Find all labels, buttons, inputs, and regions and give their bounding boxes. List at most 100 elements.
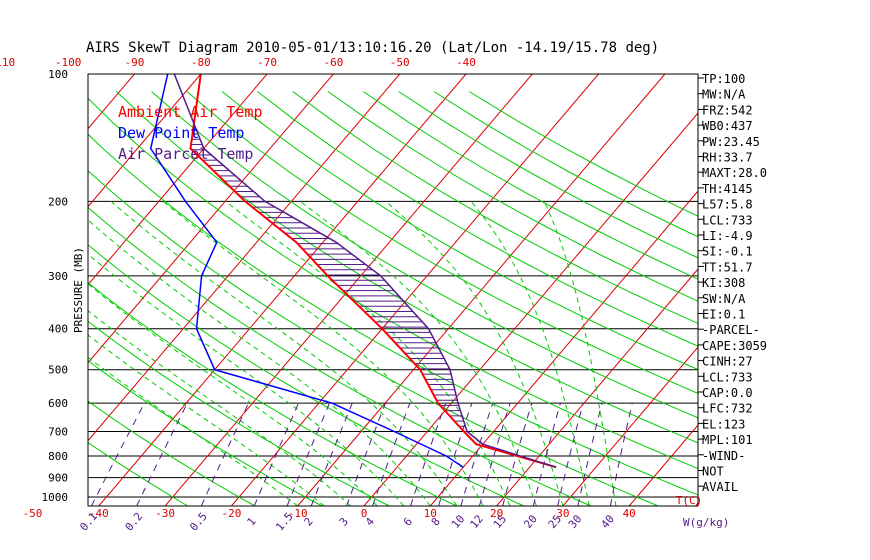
top-temp-tick-label: -70 xyxy=(257,56,277,69)
index-line: MAXT:28.0 xyxy=(702,166,767,180)
series-line xyxy=(173,74,557,468)
mixing-ratio-tick-label: 10 xyxy=(449,512,467,531)
dry-adiabat-line xyxy=(88,170,659,506)
temp-tick-label: 20 xyxy=(490,507,503,520)
moist-adiabat-line xyxy=(88,253,405,506)
mixing-ratio-line xyxy=(90,402,145,506)
pressure-tick-label: 700 xyxy=(48,426,68,439)
temp-tick-label: -50 xyxy=(23,507,43,520)
top-temp-tick-label: -110 xyxy=(0,56,15,69)
index-line: LCL:733 xyxy=(702,370,753,384)
mixing-ratio-line xyxy=(557,403,584,506)
pressure-tick-label: 400 xyxy=(48,323,68,336)
mixing-ratio-tick-label: 20 xyxy=(521,512,539,531)
dry-adiabat-line xyxy=(186,91,698,394)
index-line: EL:123 xyxy=(702,417,745,431)
pressure-tick-label: 900 xyxy=(48,472,68,485)
dry-adiabat-line xyxy=(88,282,457,506)
index-line: MW:N/A xyxy=(702,88,746,102)
mixing-ratio-line xyxy=(438,403,473,506)
isotherm-line xyxy=(496,268,698,506)
series-line xyxy=(149,74,464,468)
pressure-tick-label: 600 xyxy=(48,397,68,410)
mixing-ratio-line xyxy=(310,403,353,506)
dry-adiabat-line xyxy=(433,91,698,238)
dry-adiabat-line xyxy=(88,320,390,506)
dry-adiabat-line xyxy=(363,91,698,280)
index-line: -PARCEL- xyxy=(702,323,760,337)
temp-tick-label: -40 xyxy=(89,507,109,520)
background-grid xyxy=(0,74,870,506)
mixing-ratio-line xyxy=(200,402,249,506)
pressure-tick-label: 800 xyxy=(48,450,68,463)
plot-frame xyxy=(87,73,699,507)
index-line: CAPE:3059 xyxy=(702,339,767,353)
y-axis-title: PRESSURE (MB) xyxy=(72,247,85,333)
series-lines xyxy=(149,74,557,469)
dry-adiabat-line xyxy=(257,91,698,347)
mixing-ratio-line xyxy=(460,403,494,506)
pressure-tick-label: 1000 xyxy=(42,491,69,504)
moist-adiabat-line xyxy=(88,219,431,506)
isotherm-line xyxy=(762,74,870,506)
isotherm-line xyxy=(88,74,268,286)
isotherm-line xyxy=(88,74,401,442)
pressure-tick-label: 200 xyxy=(48,195,68,208)
index-line: CAP:0.0 xyxy=(702,386,753,400)
index-line: FRZ:542 xyxy=(702,103,753,117)
series-line xyxy=(189,74,557,469)
mixing-ratio-tick-label: 12 xyxy=(468,512,486,531)
isotherm-line xyxy=(231,74,599,506)
index-line: MPL:101 xyxy=(702,433,753,447)
mixing-ratio-tick-label: 6 xyxy=(401,515,415,528)
index-line: SW:N/A xyxy=(702,292,746,306)
index-line: TH:4145 xyxy=(702,182,753,196)
index-line: NOT xyxy=(702,465,724,479)
index-line: SI:-0.1 xyxy=(702,245,753,259)
index-line: LI:-4.9 xyxy=(702,229,753,243)
temp-tick-label: -10 xyxy=(288,507,308,520)
dry-adiabat-line xyxy=(88,360,323,506)
dry-adiabat-line xyxy=(398,91,698,259)
isotherm-line xyxy=(88,74,202,208)
mixing-ratio-axis-title: W(g/kg) xyxy=(683,516,729,529)
top-temp-tick-label: -100 xyxy=(55,56,82,69)
mixing-ratio-tick-label: 0.5 xyxy=(187,510,210,534)
index-line: PW:23.45 xyxy=(702,135,760,149)
temp-axis-title: T(C) xyxy=(676,494,703,507)
isotherm-line xyxy=(0,74,68,506)
mixing-ratio-tick-label: 3 xyxy=(337,515,351,528)
mixing-ratio-line xyxy=(346,403,386,506)
top-temp-tick-label: -60 xyxy=(323,56,343,69)
mixing-ratio-line xyxy=(136,402,188,506)
mixing-ratio-tick-label: 1 xyxy=(245,515,259,528)
mixing-ratio-line xyxy=(253,403,299,506)
temp-tick-label: -20 xyxy=(221,507,241,520)
pressure-tick-label: 500 xyxy=(48,364,68,377)
index-line: RH:33.7 xyxy=(702,151,753,165)
dry-adiabat-line xyxy=(468,91,698,217)
top-temp-tick-label: -80 xyxy=(191,56,211,69)
mixing-ratio-line xyxy=(532,403,561,506)
dry-adiabat-line xyxy=(221,91,698,371)
dry-adiabat-line xyxy=(88,206,592,506)
dry-adiabat-line xyxy=(88,441,188,506)
chart-title: AIRS SkewT Diagram 2010-05-01/13:10:16.2… xyxy=(86,40,659,56)
moist-adiabat-line xyxy=(88,310,352,506)
mixing-ratio-tick-label: 40 xyxy=(598,512,616,531)
index-line: -WIND- xyxy=(702,449,745,463)
temp-tick-label: -30 xyxy=(155,507,175,520)
pressure-tick-label: 300 xyxy=(48,270,68,283)
pressure-tick-label: 100 xyxy=(48,68,68,81)
moist-adiabat-line xyxy=(225,200,511,506)
index-line: AVAIL xyxy=(702,480,738,494)
index-line: TP:100 xyxy=(702,72,745,86)
index-line: L57:5.8 xyxy=(702,198,753,212)
index-line: LCL:733 xyxy=(702,213,753,227)
index-line: WB0:437 xyxy=(702,119,753,133)
legend-dewpoint: Dew Point Temp xyxy=(118,124,244,142)
legend-parcel: Air Parcel Temp xyxy=(118,145,253,163)
index-line: EI:0.1 xyxy=(702,308,745,322)
dry-adiabat-line xyxy=(88,97,698,470)
